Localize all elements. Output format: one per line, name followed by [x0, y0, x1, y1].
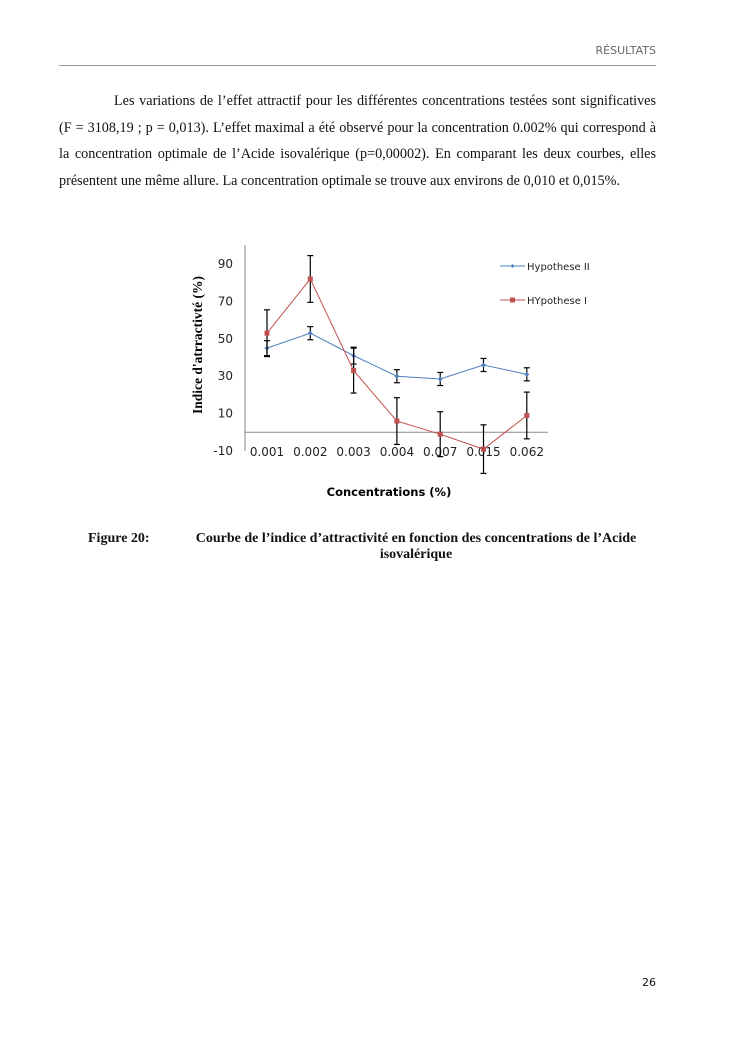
- caption-text: Courbe de l’indice d’attractivité en fon…: [195, 531, 637, 562]
- x-tick-label: 0.003: [336, 445, 370, 459]
- data-point: [437, 431, 443, 437]
- data-point: [394, 373, 400, 379]
- data-point: [481, 362, 486, 368]
- x-tick-label: 0.062: [510, 445, 544, 459]
- x-tick-label: 0.002: [293, 445, 327, 459]
- x-tick-label: 0.004: [380, 445, 414, 459]
- data-point: [264, 330, 270, 336]
- legend-label: HYpothese I: [527, 296, 587, 307]
- body-paragraph: Les variations de l’effet attractif pour…: [59, 93, 656, 189]
- data-point: [524, 412, 530, 418]
- y-tick-label: 10: [218, 407, 233, 421]
- data-point: [481, 446, 486, 452]
- data-point: [437, 376, 443, 382]
- legend-marker: [510, 297, 515, 303]
- caption-label: Figure 20:: [88, 531, 150, 546]
- page-number: 26: [642, 976, 656, 989]
- header-rule: [59, 65, 656, 66]
- legend-label: Hypothese II: [527, 262, 590, 273]
- y-tick-label: 70: [218, 294, 233, 308]
- data-point: [394, 418, 400, 424]
- x-axis-title: Concentrations (%): [327, 485, 452, 499]
- legend-marker: [510, 264, 515, 268]
- y-tick-label: -10: [213, 444, 233, 458]
- data-point: [351, 368, 357, 374]
- y-axis-title: Indice d'atrractivté (%): [190, 276, 205, 414]
- y-tick-label: 50: [218, 332, 233, 346]
- y-tick-label: 90: [218, 257, 233, 271]
- data-point: [307, 276, 313, 282]
- data-point: [524, 371, 530, 377]
- x-tick-label: 0.001: [250, 445, 284, 459]
- data-point: [307, 330, 313, 336]
- y-tick-label: 30: [218, 369, 233, 383]
